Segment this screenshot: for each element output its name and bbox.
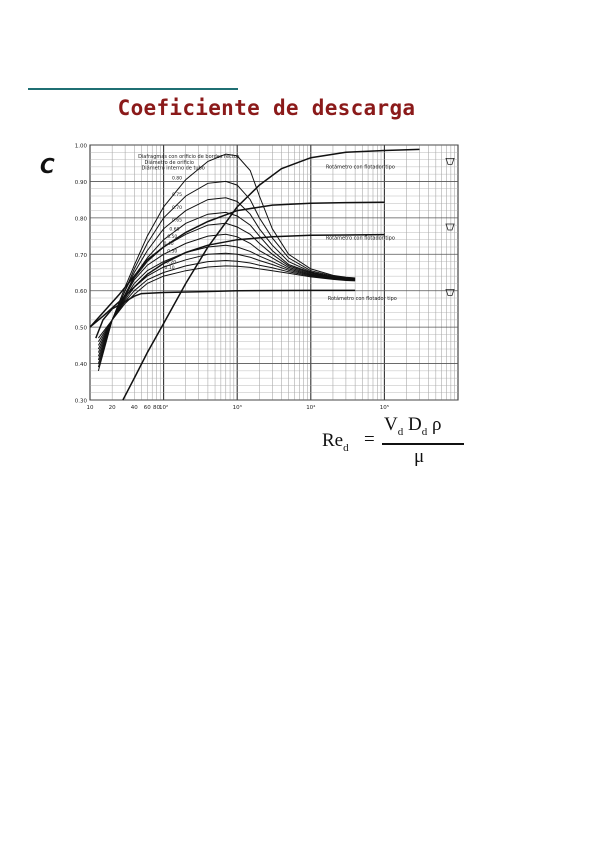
chart-annotation: Rotámetro con flotador tipo (326, 164, 395, 171)
series-line-11 (89, 201, 385, 328)
ratio-label: 0.70 (172, 205, 182, 211)
y-tick-label: 0.90 (75, 180, 88, 186)
series-line-5 (97, 222, 356, 357)
float-icon-3 (445, 289, 455, 296)
ratio-label: 0.10 (165, 265, 175, 271)
x-tick-label: 40 (131, 405, 138, 411)
series-line-9 (97, 259, 356, 342)
float-icon-2 (445, 223, 455, 231)
series-line-3 (97, 197, 356, 364)
ratio-label: 0.65 (172, 218, 182, 224)
ratio-label: 0.20 (166, 259, 176, 265)
float-icon-1 (445, 157, 455, 165)
chart-annotation: Diámetro de orificio (144, 159, 194, 166)
series-line-7 (97, 244, 356, 350)
series-line-2 (97, 180, 356, 368)
series-line-6 (97, 233, 356, 353)
reynolds-formula: Red = Vd Dd ρ μ (322, 412, 472, 472)
formula-denominator: μ (414, 446, 425, 467)
header-rule (28, 88, 238, 90)
chart-annotation: Diámetro interno de tubo (141, 164, 204, 171)
chart-annotation: Diafragmas con orificio de bordes rectos (138, 154, 240, 160)
formula-equals: = (364, 429, 375, 450)
chart-annotation: Rotámetro con flotador tipo (326, 235, 395, 242)
series-line-13 (95, 289, 356, 339)
x-tick-label: 80 (153, 405, 160, 411)
ratio-label: 0.40 (164, 241, 174, 247)
chart-curves (89, 148, 420, 401)
x-tick-label: 10² (159, 404, 168, 411)
y-tick-label: 0.50 (75, 326, 88, 332)
x-tick-label: 10⁴ (306, 404, 316, 411)
x-tick-label: 10³ (233, 404, 242, 411)
ratio-label: 0.30 (167, 248, 177, 254)
y-tick-label: 0.30 (75, 399, 88, 405)
fraction-bar (382, 443, 464, 445)
y-tick-label: 0.80 (75, 216, 88, 222)
series-line-8 (97, 252, 356, 346)
x-tick-label: 60 (144, 405, 151, 411)
y-axis-symbol: C (40, 154, 55, 178)
y-tick-label: 0.60 (75, 289, 88, 295)
ratio-label: 0.50 (167, 234, 177, 240)
y-tick-label: 0.70 (75, 253, 88, 259)
chart-annotation: Rotámetro con flotador tipo (328, 295, 397, 302)
series-line-1 (97, 153, 356, 372)
series-line-10 (98, 265, 356, 339)
chart-grid (89, 144, 459, 401)
ratio-label: 0.60 (169, 227, 179, 233)
formula-lhs: Red (322, 430, 349, 454)
series-line-14 (122, 148, 420, 401)
series-line-12 (89, 233, 385, 328)
y-tick-label: 1.00 (75, 144, 88, 150)
formula-numerator: Vd Dd ρ (384, 414, 442, 438)
page-title: Coeficiente de descarga (117, 96, 416, 120)
x-tick-label: 10 (87, 405, 94, 411)
ratio-label: 0.80 (172, 176, 182, 182)
ratio-label: 0.75 (172, 192, 182, 198)
x-tick-label: 20 (109, 405, 116, 411)
x-tick-label: 10⁵ (380, 404, 389, 411)
y-tick-label: 0.40 (75, 362, 88, 368)
